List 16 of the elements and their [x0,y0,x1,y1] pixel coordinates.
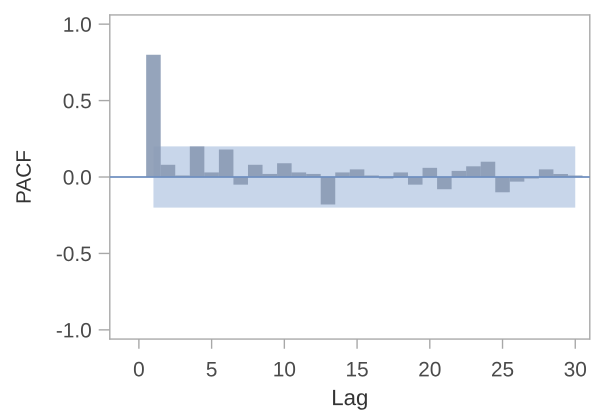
y-axis-title: PACF [16,150,31,202]
x-tick-label: 20 [419,362,441,377]
x-tick-label: 10 [274,362,296,377]
x-tick-label: 5 [206,362,217,377]
x-tick-label: 15 [347,362,368,377]
x-tick-label: 25 [492,362,514,377]
y-tick-label: -0.5 [56,246,91,262]
x-tick-label: 0 [134,362,144,377]
y-tick-label: 0.5 [64,94,91,108]
bar [437,177,452,190]
x-axis-title: Lag [333,390,367,410]
y-tick-label: -1.0 [56,322,91,338]
bar [320,177,336,205]
y-tick-label: 1.0 [64,17,91,32]
x-tick-label: 30 [564,362,586,377]
y-tick-label: 0.0 [64,170,91,185]
